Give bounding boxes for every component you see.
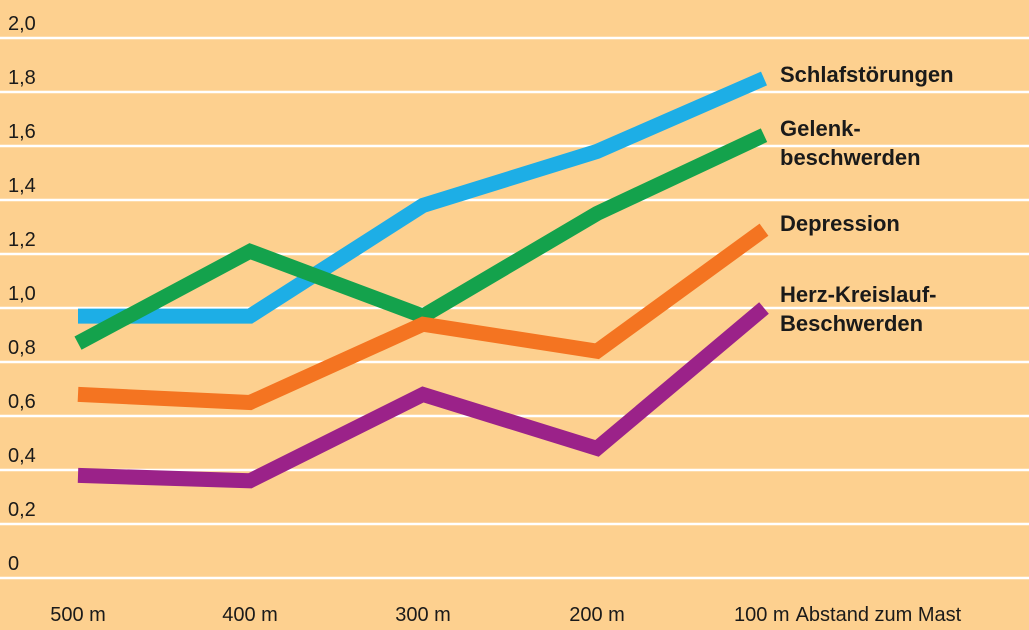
- legend-label: beschwerden: [780, 145, 921, 170]
- legend-label: Beschwerden: [780, 311, 923, 336]
- y-tick-label: 1,6: [8, 121, 36, 143]
- legend: Schlafstörungen Gelenk-beschwerden Depress…: [780, 62, 954, 336]
- y-tick-label: 1,4: [8, 175, 36, 197]
- y-tick-label: 2,0: [8, 13, 36, 35]
- gridlines: [0, 36, 1029, 580]
- legend-label: Gelenk-: [780, 116, 861, 141]
- y-tick-label: 0,4: [8, 445, 36, 467]
- y-tick-label: 1,0: [8, 283, 36, 305]
- series-line-2: [77, 223, 769, 411]
- x-axis-label: Abstand zum Mast: [796, 604, 962, 626]
- y-tick-label: 0,6: [8, 391, 36, 413]
- x-tick-label: 200 m: [569, 604, 625, 626]
- series-line-1: [74, 128, 768, 350]
- x-tick-label: 300 m: [395, 604, 451, 626]
- y-tick-label: 1,8: [8, 67, 36, 89]
- series-line-3: [77, 302, 769, 489]
- x-tick-label: 400 m: [222, 604, 278, 626]
- legend-label: Depression: [780, 211, 900, 236]
- y-tick-label: 0: [8, 553, 19, 575]
- y-axis-ticks: 0 0,2 0,4 0,6 0,8 1,0 1,2 1,4 1,6 1,8 2,0: [8, 13, 36, 575]
- series-lines: [74, 71, 769, 489]
- legend-label: Herz-Kreislauf-: [780, 282, 936, 307]
- x-axis-ticks: 500 m 400 m 300 m 200 m 100 m: [50, 604, 789, 626]
- series-line-0: [78, 71, 768, 324]
- y-tick-label: 1,2: [8, 229, 36, 251]
- y-tick-label: 0,2: [8, 499, 36, 521]
- x-tick-label: 100 m: [734, 604, 790, 626]
- x-tick-label: 500 m: [50, 604, 106, 626]
- legend-label: Schlafstörungen: [780, 62, 954, 87]
- y-tick-label: 0,8: [8, 337, 36, 359]
